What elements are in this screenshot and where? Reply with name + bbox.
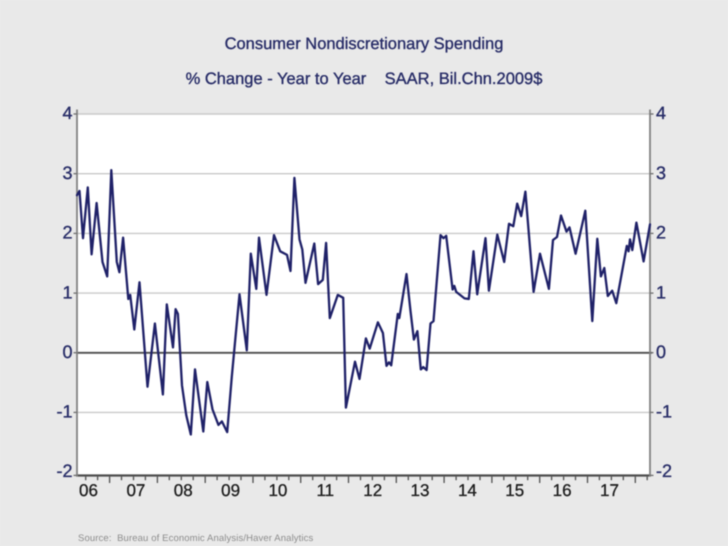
svg-text:0: 0: [62, 342, 72, 362]
svg-text:1: 1: [656, 282, 666, 302]
svg-text:-1: -1: [656, 402, 672, 422]
svg-text:-2: -2: [656, 461, 672, 481]
svg-text:17: 17: [600, 481, 619, 500]
svg-text:% Change - Year to Year SAA: % Change - Year to Year SAAR, Bil.Chn.20…: [186, 70, 543, 88]
svg-text:07: 07: [126, 481, 145, 500]
svg-text:2: 2: [62, 223, 72, 243]
svg-text:11: 11: [316, 481, 334, 500]
svg-text:06: 06: [79, 481, 98, 500]
svg-text:09: 09: [221, 481, 240, 500]
svg-text:13: 13: [411, 481, 430, 500]
svg-text:0: 0: [656, 342, 666, 362]
svg-text:4: 4: [62, 103, 72, 123]
svg-text:Consumer Nondiscretionary Spen: Consumer Nondiscretionary Spending: [225, 35, 504, 53]
svg-text:Source: Bureau of Economic An: Source: Bureau of Economic Analysis/Have…: [78, 533, 314, 544]
svg-text:-2: -2: [56, 461, 72, 481]
svg-text:3: 3: [62, 163, 72, 183]
svg-text:14: 14: [458, 481, 477, 500]
svg-text:4: 4: [656, 103, 666, 123]
svg-text:08: 08: [174, 481, 193, 500]
svg-text:10: 10: [268, 481, 287, 500]
svg-text:15: 15: [505, 481, 524, 500]
svg-text:12: 12: [363, 481, 382, 500]
svg-text:16: 16: [553, 481, 572, 500]
svg-text:2: 2: [656, 223, 666, 243]
svg-text:1: 1: [62, 282, 72, 302]
svg-text:3: 3: [656, 163, 666, 183]
svg-text:-1: -1: [56, 402, 72, 422]
